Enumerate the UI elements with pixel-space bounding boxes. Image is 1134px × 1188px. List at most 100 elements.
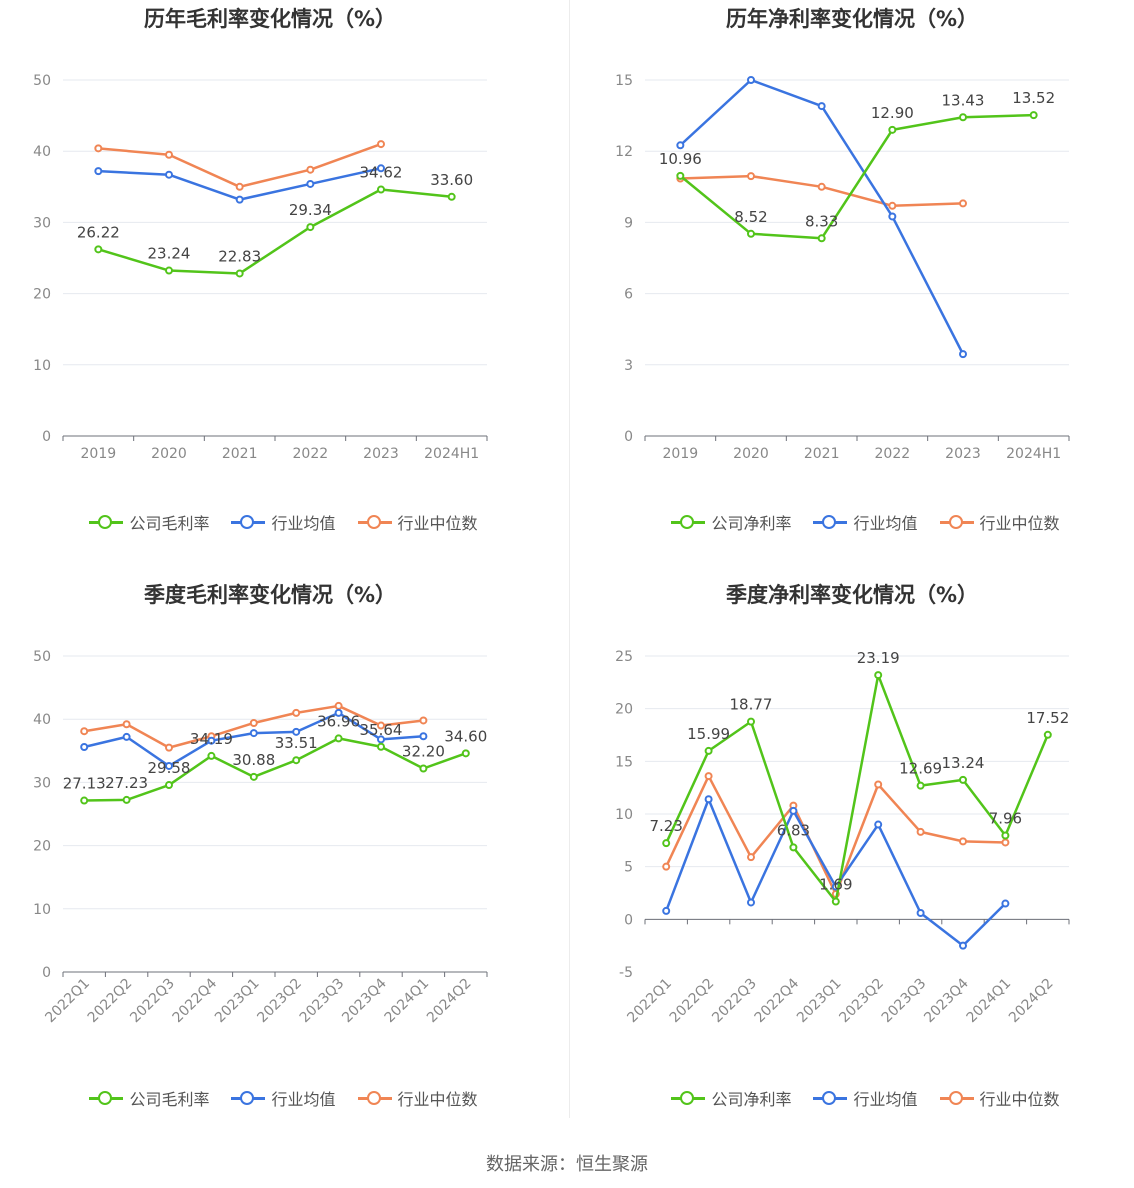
- data-point[interactable]: [207, 736, 216, 745]
- data-point[interactable]: [292, 756, 301, 765]
- chart-title: 季度毛利率变化情况（%）: [144, 583, 396, 607]
- data-point[interactable]: [959, 775, 967, 784]
- data-point[interactable]: [888, 201, 897, 210]
- data-point[interactable]: [249, 718, 258, 727]
- data-point[interactable]: [334, 708, 343, 717]
- data-point[interactable]: [747, 76, 755, 84]
- data-point[interactable]: [916, 781, 925, 790]
- legend-item[interactable]: 公司净利率: [671, 510, 791, 534]
- data-point[interactable]: [789, 843, 798, 852]
- data-point[interactable]: [235, 195, 244, 204]
- data-point[interactable]: [377, 721, 385, 730]
- data-point[interactable]: [959, 350, 967, 359]
- data-point[interactable]: [1043, 730, 1052, 739]
- data-point[interactable]: [235, 269, 244, 278]
- data-point[interactable]: [122, 795, 131, 804]
- data-point[interactable]: [377, 185, 385, 194]
- legend-item[interactable]: 公司毛利率: [89, 510, 209, 534]
- data-point[interactable]: [377, 735, 385, 744]
- data-point[interactable]: [662, 839, 671, 848]
- data-point[interactable]: [165, 743, 173, 752]
- data-point[interactable]: [419, 716, 428, 725]
- data-label: 22.83: [218, 247, 261, 265]
- data-point[interactable]: [377, 742, 385, 751]
- data-point[interactable]: [874, 780, 883, 789]
- legend-item[interactable]: 行业中位数: [357, 1086, 478, 1110]
- data-point[interactable]: [662, 862, 671, 871]
- data-point[interactable]: [959, 199, 967, 208]
- data-point[interactable]: [334, 701, 343, 710]
- data-point[interactable]: [662, 906, 671, 915]
- legend-item[interactable]: 公司净利率: [671, 1086, 791, 1110]
- data-point[interactable]: [165, 781, 173, 790]
- data-point[interactable]: [874, 671, 883, 680]
- data-point[interactable]: [122, 720, 131, 729]
- data-point[interactable]: [306, 179, 315, 188]
- data-point[interactable]: [80, 796, 89, 805]
- data-point[interactable]: [888, 212, 897, 221]
- data-point[interactable]: [704, 746, 713, 755]
- data-point[interactable]: [165, 150, 173, 159]
- data-point[interactable]: [747, 853, 755, 862]
- data-point[interactable]: [419, 764, 428, 773]
- data-point[interactable]: [165, 170, 173, 179]
- data-point[interactable]: [447, 192, 456, 201]
- data-point[interactable]: [235, 182, 244, 191]
- legend-item[interactable]: 行业中位数: [939, 1086, 1060, 1110]
- data-point[interactable]: [747, 898, 755, 907]
- legend-item[interactable]: 行业均值: [231, 510, 336, 534]
- data-point[interactable]: [916, 827, 925, 836]
- data-point[interactable]: [676, 171, 685, 180]
- data-point[interactable]: [789, 806, 798, 815]
- data-point[interactable]: [165, 761, 173, 770]
- legend-item[interactable]: 行业均值: [813, 1086, 918, 1110]
- data-point[interactable]: [747, 229, 755, 238]
- data-point[interactable]: [292, 727, 301, 736]
- data-point[interactable]: [249, 729, 258, 738]
- data-point[interactable]: [874, 820, 883, 829]
- data-point[interactable]: [461, 749, 470, 758]
- data-point[interactable]: [959, 941, 967, 950]
- data-point[interactable]: [959, 837, 967, 846]
- data-point[interactable]: [94, 245, 103, 254]
- y-tick-label: 40: [33, 144, 51, 160]
- data-point[interactable]: [959, 113, 967, 122]
- data-point[interactable]: [94, 167, 103, 176]
- data-point[interactable]: [888, 125, 897, 134]
- data-point[interactable]: [377, 140, 385, 149]
- legend-item[interactable]: 行业均值: [231, 1086, 336, 1110]
- data-point[interactable]: [747, 717, 755, 726]
- data-point[interactable]: [747, 172, 755, 181]
- data-point[interactable]: [1001, 838, 1010, 847]
- data-point[interactable]: [1001, 831, 1010, 840]
- legend-item[interactable]: 行业中位数: [939, 510, 1060, 534]
- data-point[interactable]: [334, 734, 343, 743]
- data-point[interactable]: [916, 909, 925, 918]
- data-point[interactable]: [1001, 899, 1010, 908]
- x-tick-label: 2020: [733, 446, 769, 462]
- data-point[interactable]: [306, 223, 315, 232]
- data-point[interactable]: [817, 102, 826, 111]
- data-point[interactable]: [377, 164, 385, 173]
- data-point[interactable]: [419, 732, 428, 741]
- y-tick-label: 50: [33, 73, 51, 89]
- data-point[interactable]: [306, 165, 315, 174]
- data-point[interactable]: [122, 732, 131, 741]
- data-point[interactable]: [831, 897, 840, 906]
- data-point[interactable]: [676, 141, 685, 150]
- data-point[interactable]: [207, 751, 216, 760]
- legend-item[interactable]: 行业中位数: [357, 510, 478, 534]
- data-point[interactable]: [249, 772, 258, 781]
- data-point[interactable]: [292, 708, 301, 717]
- data-point[interactable]: [704, 795, 713, 804]
- data-point[interactable]: [80, 743, 89, 752]
- data-point[interactable]: [165, 266, 173, 275]
- data-point[interactable]: [817, 234, 826, 243]
- legend-item[interactable]: 行业均值: [813, 510, 918, 534]
- data-point[interactable]: [704, 772, 713, 781]
- data-point[interactable]: [94, 144, 103, 153]
- data-point[interactable]: [1029, 111, 1038, 120]
- legend-item[interactable]: 公司毛利率: [89, 1086, 209, 1110]
- data-point[interactable]: [80, 727, 89, 736]
- data-point[interactable]: [817, 182, 826, 191]
